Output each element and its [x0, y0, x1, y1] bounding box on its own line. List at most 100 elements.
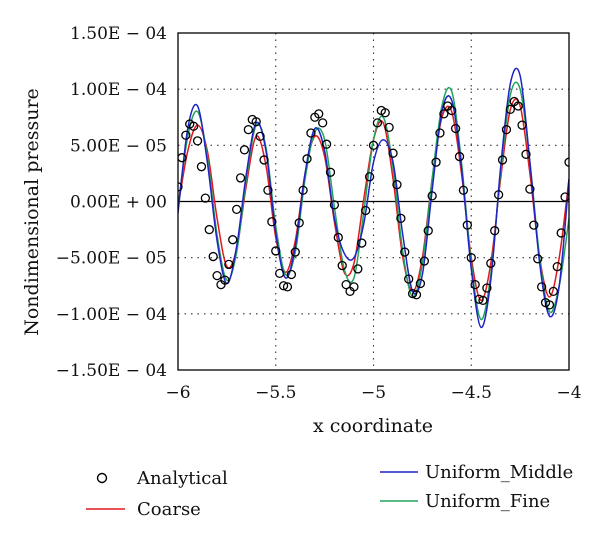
data-point-analytical [372, 118, 383, 128]
data-point-analytical [407, 288, 418, 299]
data-point-analytical [419, 256, 429, 266]
series-line-uniform-fine [178, 81, 569, 321]
data-point-analytical [364, 172, 375, 182]
data-point-analytical [368, 140, 379, 150]
data-point-analytical [208, 251, 218, 262]
data-point-analytical [278, 281, 289, 291]
y-axis-ticks: 1.50E − 04 1.00E − 04 5.00E − 05 0.00E + 00… [56, 24, 167, 381]
data-point-analytical [349, 282, 359, 292]
data-point-analytical [525, 184, 535, 194]
data-point-analytical [321, 139, 332, 149]
y-tick-label: 1.50E − 04 [70, 24, 167, 44]
data-point-analytical [302, 154, 312, 164]
data-point-analytical [501, 124, 512, 135]
x-axis-ticks: −6 −5.5 −5 −4.5 −4 [165, 383, 581, 403]
data-point-analytical [384, 122, 394, 133]
x-tick-label: −5 [361, 383, 386, 403]
data-point-analytical [536, 282, 547, 292]
x-axis-label: x coordinate [313, 415, 433, 437]
data-point-analytical [200, 193, 211, 203]
y-tick-label: 1.00E − 04 [70, 80, 167, 100]
data-point-analytical [318, 118, 328, 128]
data-point-analytical [404, 274, 414, 284]
data-point-analytical [255, 131, 265, 141]
x-tick-label: −5.5 [255, 383, 296, 403]
data-point-analytical [235, 173, 246, 183]
data-point-analytical [251, 117, 261, 127]
x-tick-label: −6 [165, 383, 190, 403]
data-point-analytical [478, 295, 488, 306]
data-point-analytical [435, 128, 445, 138]
data-point-analytical [423, 226, 433, 236]
data-point-analytical [548, 286, 559, 297]
data-point-analytical [259, 155, 269, 165]
legend-label-analytical: Analytical [136, 468, 228, 489]
legend-swatch-analytical [96, 472, 108, 484]
data-point-analytical [239, 145, 250, 155]
x-tick-label: −4 [556, 383, 581, 403]
data-point-analytical [220, 275, 230, 285]
data-point-analytical [431, 157, 441, 167]
data-point-analytical [196, 162, 207, 172]
data-point-analytical [462, 220, 472, 230]
data-point-analytical [411, 290, 422, 300]
data-point-analytical [415, 278, 426, 289]
y-tick-label: −1.00E − 04 [56, 305, 167, 325]
data-point-analytical [267, 217, 277, 227]
data-point-analytical [204, 224, 214, 235]
data-point-analytical [361, 205, 371, 216]
data-point-analytical [178, 153, 187, 163]
data-point-analytical [470, 279, 480, 290]
data-point-analytical [513, 101, 523, 111]
data-point-analytical [400, 247, 410, 257]
data-point-analytical [517, 120, 527, 130]
data-point-analytical [224, 259, 234, 270]
data-point-analytical [474, 294, 484, 304]
plot-series [178, 67, 569, 329]
data-point-analytical [188, 121, 199, 131]
data-point-analytical [294, 218, 304, 228]
data-point-analytical [454, 151, 465, 162]
data-point-analytical [212, 270, 222, 281]
data-point-analytical [493, 190, 504, 200]
data-point-analytical [306, 128, 316, 138]
y-tick-label: −1.50E − 04 [56, 361, 167, 381]
data-point-analytical [439, 109, 449, 119]
data-point-analytical [192, 136, 203, 146]
legend-label-uniform-middle: Uniform_Middle [425, 462, 573, 483]
plot-frame [177, 32, 570, 371]
data-point-analytical [380, 108, 390, 118]
data-point-analytical [228, 235, 238, 245]
data-point-analytical [396, 213, 406, 224]
legend-label-uniform-fine: Uniform_Fine [425, 491, 550, 512]
legend-label-coarse: Coarse [137, 499, 201, 520]
data-point-analytical [560, 192, 569, 202]
data-point-analytical [533, 254, 543, 264]
y-tick-label: 5.00E − 05 [70, 136, 167, 156]
data-point-analytical [275, 268, 285, 279]
data-point-analytical [505, 104, 516, 115]
data-point-analytical [486, 258, 496, 268]
data-point-analytical [353, 264, 363, 274]
data-point-analytical [482, 283, 492, 293]
data-point-analytical [181, 130, 191, 140]
data-point-analytical [333, 232, 343, 243]
y-axis-label: Nondimensional pressure [21, 88, 43, 336]
legend: Analytical Coarse Uniform_Middle Uniform… [86, 462, 573, 520]
x-tick-label: −4.5 [451, 383, 492, 403]
data-point-analytical [337, 260, 347, 271]
data-point-analytical [271, 246, 281, 256]
data-point-analytical [497, 155, 508, 165]
y-tick-label: −5.00E − 05 [56, 249, 167, 269]
data-point-analytical [282, 282, 293, 292]
data-point-analytical [556, 228, 566, 238]
data-point-analytical [521, 149, 531, 159]
data-point-analytical [231, 204, 242, 215]
data-point-analytical [357, 238, 367, 248]
data-point-analytical [178, 182, 183, 192]
data-point-analytical [290, 247, 300, 257]
data-point-analytical [427, 191, 437, 201]
data-point-analytical [529, 220, 539, 230]
data-point-analytical [263, 185, 273, 195]
